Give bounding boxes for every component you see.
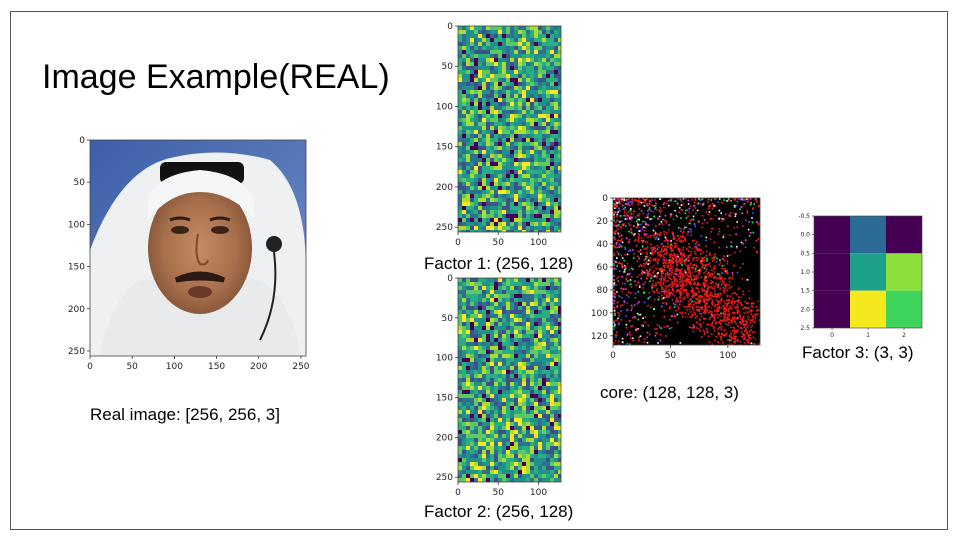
y-tick-label: 50 — [74, 178, 86, 188]
y-tick-label: 60 — [597, 263, 609, 273]
factor3-cell — [886, 253, 922, 291]
y-tick-label: 2.0 — [800, 306, 810, 313]
y-tick-label: 150 — [436, 394, 453, 404]
y-tick-label: 50 — [442, 62, 454, 72]
factor3-cell — [886, 290, 922, 328]
x-tick-label: 0 — [830, 332, 834, 339]
x-tick-label: 100 — [530, 238, 547, 248]
x-tick-label: 50 — [126, 362, 138, 372]
x-tick-label: 100 — [530, 488, 547, 498]
factor3-cell — [886, 216, 922, 254]
core-points — [613, 198, 760, 345]
factor3-cell — [814, 216, 850, 254]
y-tick-label: 200 — [68, 305, 85, 315]
y-tick-label: 200 — [436, 183, 453, 193]
core-caption: core: (128, 128, 3) — [600, 383, 739, 402]
real-image-caption: Real image: [256, 256, 3] — [90, 405, 280, 424]
factor1-plot: 0 50 100 0 50 100 150 200 250 — [436, 22, 562, 248]
y-tick-label: 1.5 — [800, 288, 810, 295]
y-tick-label: 50 — [442, 314, 454, 324]
x-tick-label: 50 — [665, 351, 677, 361]
y-tick-label: 100 — [591, 309, 608, 319]
slide-frame — [10, 11, 948, 530]
y-tick-label: 0 — [447, 274, 453, 284]
factor3-cell — [850, 253, 886, 291]
core-plot: 0 50 100 0 20 40 60 80 100 120 — [591, 194, 761, 361]
y-tick-label: 200 — [436, 433, 453, 443]
y-tick-label: 1.0 — [800, 269, 810, 276]
factor1-noise — [458, 26, 561, 232]
factor2-plot: 0 50 100 0 50 100 150 200 250 — [436, 274, 562, 498]
y-tick-label: 100 — [436, 354, 453, 364]
factor3-cell — [850, 216, 886, 254]
factor3-cells — [814, 216, 922, 328]
slide-title: Image Example(REAL) — [42, 58, 390, 96]
factor2-caption: Factor 2: (256, 128) — [424, 502, 574, 521]
y-tick-label: 250 — [436, 473, 453, 483]
y-tick-label: 100 — [436, 102, 453, 112]
x-tick-label: 150 — [208, 362, 225, 372]
y-tick-label: 250 — [436, 223, 453, 233]
y-tick-label: 0 — [447, 22, 453, 32]
x-tick-label: 0 — [455, 238, 461, 248]
y-tick-label: 150 — [436, 143, 453, 153]
factor3-plot: 0 1 2 -0.5 0.0 0.5 1.0 1.5 2.0 2.5 — [798, 213, 923, 339]
y-tick-label: 40 — [597, 240, 609, 250]
y-tick-label: 150 — [68, 263, 85, 273]
factor3-cell — [814, 253, 850, 291]
y-tick-label: 0 — [602, 194, 608, 204]
y-tick-label: 100 — [68, 220, 85, 230]
factor1-caption: Factor 1: (256, 128) — [424, 254, 574, 273]
factor2-noise — [458, 278, 561, 482]
y-tick-label: 80 — [597, 286, 609, 296]
x-tick-label: 250 — [292, 362, 309, 372]
x-tick-label: 100 — [719, 351, 736, 361]
y-tick-label: -0.5 — [798, 213, 810, 220]
x-tick-label: 50 — [493, 238, 505, 248]
x-tick-label: 0 — [610, 351, 616, 361]
y-tick-label: 20 — [597, 217, 609, 227]
y-tick-label: 120 — [591, 332, 608, 342]
factor3-caption: Factor 3: (3, 3) — [802, 343, 914, 362]
y-tick-label: 0.5 — [800, 250, 810, 257]
x-tick-label: 1 — [866, 332, 870, 339]
y-tick-label: 2.5 — [800, 325, 810, 332]
x-tick-label: 100 — [166, 362, 183, 372]
real-image-photo — [90, 140, 306, 356]
x-tick-label: 0 — [87, 362, 93, 372]
x-tick-label: 0 — [455, 488, 461, 498]
factor3-cell — [814, 290, 850, 328]
x-tick-label: 50 — [493, 488, 505, 498]
factor3-cell — [850, 290, 886, 328]
x-tick-label: 2 — [902, 332, 906, 339]
y-tick-label: 0 — [79, 136, 85, 146]
x-tick-label: 200 — [250, 362, 267, 372]
y-tick-label: 250 — [68, 347, 85, 357]
y-tick-label: 0.0 — [800, 232, 810, 239]
